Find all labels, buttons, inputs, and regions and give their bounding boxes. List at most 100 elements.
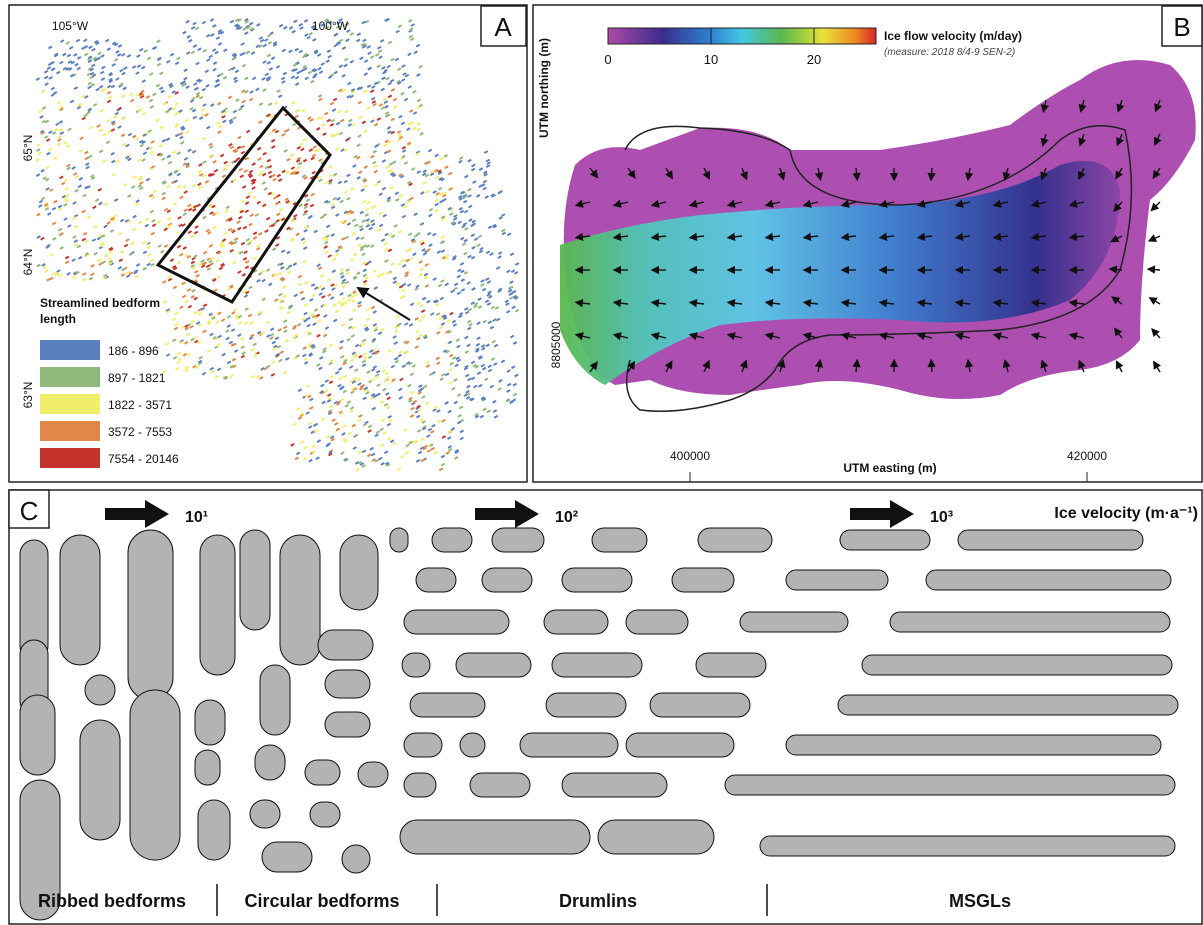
- bedform-dot: [326, 399, 332, 403]
- bedform-dot: [52, 156, 58, 161]
- bedform-dot: [465, 396, 471, 400]
- bedform-dot: [477, 234, 483, 239]
- bedform-dot: [291, 29, 296, 34]
- bedform-dot: [161, 157, 166, 161]
- velocity-arrow: [1113, 327, 1123, 339]
- bedform-dot: [379, 400, 385, 405]
- bedform-dot: [50, 93, 55, 97]
- bedform-dot: [325, 435, 331, 440]
- msgl: [785, 569, 889, 591]
- velocity-arrow: [1116, 133, 1124, 147]
- bedform-dot: [59, 105, 64, 110]
- bedform-dot: [163, 207, 169, 212]
- velocity-arrow: [627, 167, 636, 179]
- bedform-dot: [438, 325, 444, 330]
- bedform-dot: [435, 302, 440, 307]
- bedform-dot: [250, 51, 256, 56]
- bedform-dot: [330, 203, 335, 207]
- bedform-dot: [410, 23, 415, 27]
- bedform-dot: [231, 357, 237, 362]
- bedform-dot: [356, 86, 361, 91]
- bedform-dot: [333, 318, 338, 323]
- bedform-dot: [385, 376, 391, 380]
- msgl: [759, 835, 1176, 857]
- bedform-dot: [299, 440, 305, 444]
- bedform-dot: [383, 403, 389, 407]
- bedform-dot: [310, 192, 315, 197]
- bedform-dot: [343, 63, 348, 68]
- bedform-dot: [101, 65, 106, 70]
- bedform-dot: [357, 460, 363, 465]
- bedform-dot: [343, 220, 348, 225]
- bedform-dot: [91, 73, 97, 78]
- bedform-dot: [355, 236, 360, 241]
- bedform-dot: [262, 203, 267, 208]
- bedform-dot: [173, 326, 179, 331]
- bedform-dot: [233, 76, 238, 81]
- bedform-dot: [406, 141, 412, 146]
- bedform-dot: [179, 135, 184, 140]
- bedform-dot: [441, 193, 447, 198]
- bedform-dot: [420, 458, 425, 463]
- bedform-dot: [356, 377, 362, 382]
- bedform-dot: [90, 63, 96, 68]
- bedform-dot: [82, 231, 88, 236]
- bedform-dot: [403, 205, 408, 209]
- bedform-dot: [103, 224, 108, 229]
- bedform-dot: [247, 313, 253, 318]
- bedform-dot: [63, 197, 68, 201]
- bedform-dot: [324, 326, 330, 330]
- bedform-dot: [399, 295, 404, 300]
- bedform-dot: [119, 68, 124, 73]
- bedform-dot: [501, 213, 506, 217]
- bedform-dot: [441, 435, 447, 439]
- bedform-dot: [67, 60, 73, 64]
- bedform-dot: [186, 254, 192, 259]
- bedform-dot: [209, 332, 214, 337]
- bedform-dot: [458, 314, 463, 319]
- bedform-dot: [373, 164, 378, 169]
- legend-label: 897 - 1821: [108, 371, 166, 385]
- bedform-dot: [301, 108, 306, 113]
- bedform-dot: [73, 224, 79, 229]
- bedform-dot: [196, 78, 201, 83]
- bedform-dot: [423, 161, 429, 166]
- bedform-dot: [208, 142, 213, 147]
- bedform-dot: [483, 172, 488, 177]
- bedform-dot: [373, 169, 378, 174]
- bedform-dot: [99, 109, 104, 113]
- bedform-dot: [401, 214, 407, 219]
- bedform-dot: [244, 76, 249, 81]
- msgl: [739, 611, 849, 633]
- bedform-dot: [118, 231, 123, 236]
- bedform-dot: [98, 85, 104, 89]
- bedform-dot: [462, 195, 467, 200]
- bedform-dot: [329, 123, 335, 127]
- bedform-dot: [181, 294, 187, 299]
- bedform-dot: [49, 253, 54, 257]
- bedform-dot: [212, 225, 217, 230]
- bedform-dot: [141, 65, 146, 70]
- bedform-dot: [216, 275, 222, 279]
- bedform-dot: [244, 260, 250, 264]
- bedform-dot: [242, 27, 247, 31]
- bedform-dot: [404, 322, 409, 326]
- bedform-dot: [103, 253, 109, 258]
- bedform-dot: [272, 273, 278, 278]
- bedform-dot: [341, 46, 347, 51]
- bedform-dot: [228, 217, 233, 222]
- bedform-dot: [414, 152, 420, 157]
- bedform-dot: [83, 95, 89, 99]
- bedform-dot: [432, 408, 437, 412]
- bedform-dot: [338, 367, 343, 371]
- bedform-dot: [471, 163, 476, 168]
- bedform-dot: [463, 251, 468, 256]
- bedform-dot: [85, 162, 90, 167]
- colorbar-ticks: 0 10 20: [604, 28, 821, 67]
- msgl: [925, 569, 1172, 591]
- bedform-dot: [266, 113, 272, 118]
- bedform-dot: [456, 393, 462, 398]
- bedform-dot: [57, 227, 63, 232]
- bedform-dot: [229, 248, 234, 253]
- bedform-dot: [107, 257, 112, 261]
